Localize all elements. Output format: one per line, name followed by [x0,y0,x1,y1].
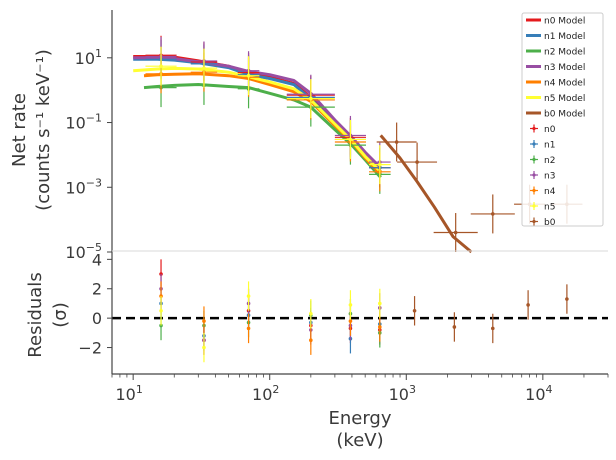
data-point-n5-1 [202,66,206,70]
bottom-ytick-label-1: 0 [92,309,102,328]
legend-box [521,12,604,227]
residual-point-n5-1 [202,345,206,350]
data-point-n5-3 [309,96,313,101]
legend-label-n1-model: n1 Model [544,32,585,42]
top-ytick-label-3: 10−5 [65,241,102,262]
top-y-ticks: 101 10−1 10−3 10−5 [65,47,112,262]
legend-marker-dot-n2 [532,157,536,162]
legend-label-n2: n2 [544,156,555,166]
legend-marker-dot-n3 [532,173,536,177]
top-ytick-label-1: 10−1 [65,112,102,133]
residual-point-b0-3 [526,303,530,307]
xtick-label-3: 104 [525,383,552,404]
data-point-n5-2 [246,73,251,78]
legend: n0 Model n1 Model n2 Model n3 Model n4 Model… [521,12,604,228]
residual-point-b0-1 [452,325,457,329]
xtick-label-2: 103 [389,383,416,404]
xtick-label-1: 102 [252,383,279,404]
legend-label-n0-model: n0 Model [544,17,585,27]
top-ylabel-line1: Net rate [9,93,30,167]
model-line-n5-model [133,66,382,173]
legend-label-n3: n3 [544,172,555,182]
legend-marker-dot-n5 [532,204,536,208]
data-point-n5-5 [378,162,382,167]
legend-label-b0: b0 [544,218,556,228]
bottom-x-ticks: 101 102 103 104 [111,374,609,404]
legend-label-b0-model: b0 Model [544,110,585,120]
legend-label-n5-model: n5 Model [544,94,585,104]
legend-label-n0: n0 [544,125,556,135]
residual-points [159,259,569,363]
xtick-label-0: 101 [115,383,142,404]
legend-label-n3-model: n3 Model [544,63,585,73]
top-ytick-label-2: 10−3 [65,176,102,197]
xlabel-line1: Energy [328,408,391,429]
legend-label-n4-model: n4 Model [544,79,585,89]
bottom-ytick-label-3: 4 [92,250,102,269]
data-point-b0-3 [490,212,495,216]
data-point-b0-2 [453,230,458,235]
residual-point-n5-5 [378,301,382,306]
legend-label-n4: n4 [544,187,556,197]
residual-point-n4-4 [348,319,353,323]
legend-marker-dot-n1 [532,142,536,146]
residual-point-n4-1 [202,319,206,323]
legend-label-n1: n1 [544,141,555,151]
residual-point-n5-2 [246,294,251,298]
bottom-ylabel-line2: (σ) [50,302,71,327]
xlabel-line2: (keV) [336,430,383,451]
residual-point-b0-2 [490,326,495,331]
spectrum-panel: 101 10−1 10−3 10−5 Net rate (counts s⁻¹ keV… [9,10,604,262]
bottom-ytick-label-2: 2 [92,280,102,299]
data-point-b0-1 [415,160,419,164]
residual-point-n4-3 [309,338,313,342]
residual-point-b0-0 [412,308,417,313]
residual-point-n5-0 [159,308,163,313]
residual-point-n5-3 [309,311,313,316]
legend-label-n5: n5 [544,203,555,213]
legend-marker-dot-n0 [532,126,536,131]
data-point-b0-0 [394,140,399,144]
bottom-ylabel-line1: Residuals [25,272,46,357]
residual-point-n4-2 [246,326,251,331]
residual-point-n4-5 [378,325,382,329]
top-ytick-label-0: 101 [75,47,102,68]
legend-label-n2-model: n2 Model [544,48,585,58]
data-point-n5-0 [159,64,163,69]
bottom-y-ticks: −2 0 2 4 [78,250,112,358]
residual-point-n5-4 [348,303,353,307]
top-ylabel-line2: (counts s⁻¹ keV⁻¹) [33,49,54,211]
legend-marker-dot-b0 [532,219,536,224]
residual-point-n2-0 [159,323,163,328]
data-point-n5-4 [348,137,353,142]
bottom-ytick-label-0: −2 [78,339,102,358]
legend-marker-dot-n4 [532,188,536,193]
residual-point-b0-4 [565,297,569,301]
